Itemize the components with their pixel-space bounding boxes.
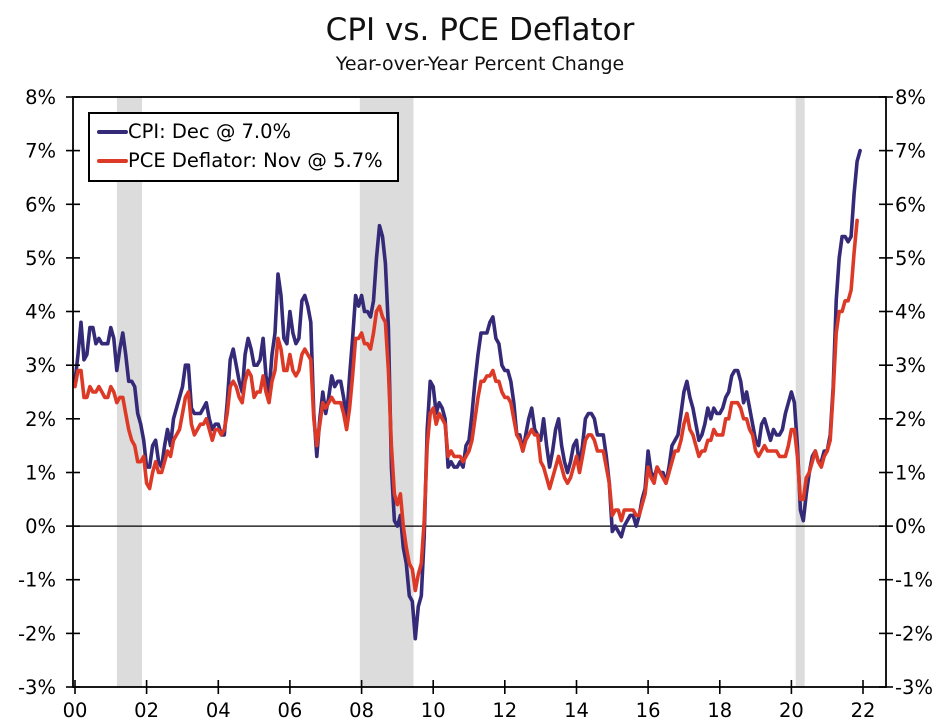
- y-tick-label-left: 4%: [25, 301, 56, 324]
- y-tick-label-left: 2%: [25, 408, 56, 431]
- y-tick-label-right: 0%: [895, 515, 926, 538]
- pce-deflator-line: [73, 218, 859, 593]
- y-tick-label-right: 5%: [895, 247, 926, 270]
- x-tick-label: 18: [707, 699, 732, 722]
- y-tick-label-left: 5%: [25, 247, 56, 270]
- legend-item-pce-deflator: PCE Deflator: Nov @ 5.7%: [97, 148, 383, 174]
- y-tick-label-left: -1%: [18, 569, 56, 592]
- y-tick-label-left: 8%: [25, 86, 56, 109]
- x-tick-label: 02: [134, 699, 159, 722]
- y-tick-label-right: 3%: [895, 354, 926, 377]
- y-tick-label-left: 3%: [25, 354, 56, 377]
- y-tick-label-left: -3%: [18, 676, 56, 699]
- x-tick-label: 12: [492, 699, 517, 722]
- x-tick-label: 20: [779, 699, 804, 722]
- x-tick-label: 22: [851, 699, 876, 722]
- x-tick-label: 16: [636, 699, 661, 722]
- y-tick-label-left: 7%: [25, 140, 56, 163]
- y-tick-label-left: 1%: [25, 462, 56, 485]
- cpi-line: [73, 148, 862, 641]
- legend: CPI: Dec @ 7.0% PCE Deflator: Nov @ 5.7%: [88, 112, 399, 183]
- y-tick-label-right: -3%: [895, 676, 933, 699]
- x-tick-label: 00: [63, 699, 88, 722]
- x-tick-label: 06: [277, 699, 302, 722]
- x-tick-label: 10: [421, 699, 446, 722]
- recession-band: [116, 97, 142, 687]
- y-tick-label-right: 8%: [895, 86, 926, 109]
- pce-deflator-line-swatch: [97, 158, 128, 163]
- y-tick-label-right: -1%: [895, 569, 933, 592]
- x-tick-label: 08: [349, 699, 374, 722]
- y-tick-label-right: 7%: [895, 140, 926, 163]
- y-tick-label-right: 2%: [895, 408, 926, 431]
- y-tick-label-right: 6%: [895, 193, 926, 216]
- cpi-line-swatch: [97, 129, 128, 134]
- recession-band: [359, 97, 414, 687]
- y-tick-label-left: -2%: [18, 622, 56, 645]
- y-tick-label-left: 6%: [25, 193, 56, 216]
- legend-item-cpi: CPI: Dec @ 7.0%: [97, 119, 383, 145]
- x-tick-label: 04: [206, 699, 231, 722]
- y-tick-label-right: -2%: [895, 622, 933, 645]
- chart-header: CPI vs. PCE Deflator Year-over-Year Perc…: [10, 12, 949, 75]
- y-tick-label-right: 4%: [895, 301, 926, 324]
- recession-band: [795, 97, 805, 687]
- y-tick-label-right: 1%: [895, 462, 926, 485]
- plot-frame: [72, 96, 887, 688]
- x-tick-label: 14: [564, 699, 589, 722]
- chart-title: CPI vs. PCE Deflator: [325, 12, 635, 48]
- cpi-legend-label: CPI: Dec @ 7.0%: [128, 120, 292, 143]
- pce-deflator-legend-label: PCE Deflator: Nov @ 5.7%: [128, 148, 383, 172]
- chart-subtitle: Year-over-Year Percent Change: [335, 53, 625, 75]
- y-tick-label-left: 0%: [25, 515, 56, 538]
